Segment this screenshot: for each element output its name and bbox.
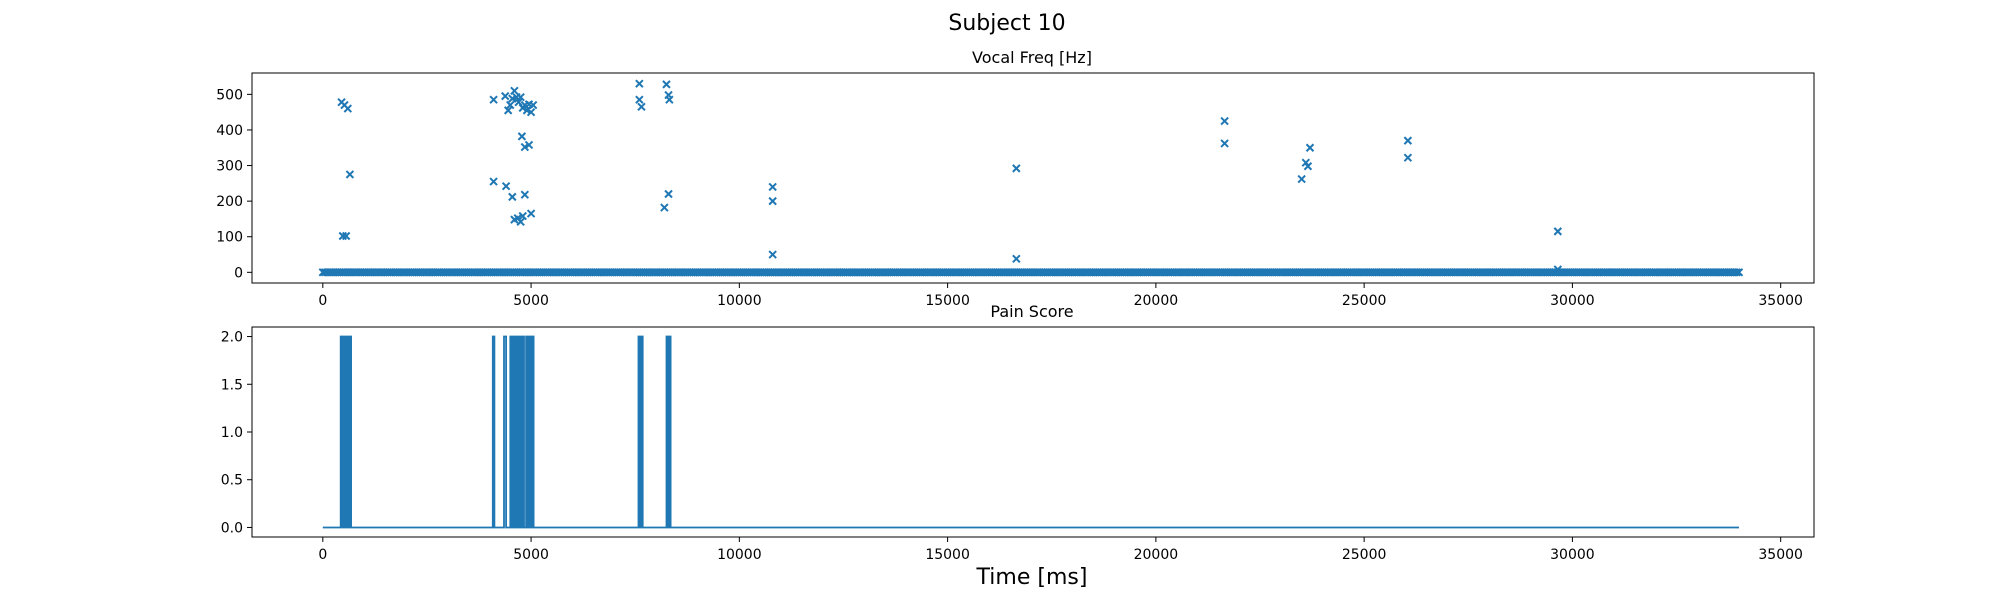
data-point	[526, 209, 536, 218]
x-tick-label: 10000	[717, 547, 762, 563]
data-point	[514, 97, 523, 107]
data-point	[1553, 227, 1563, 236]
data-point	[489, 95, 498, 104]
y-tick-label: 500	[216, 87, 243, 103]
vocal-freq-zero-markers	[318, 268, 1744, 277]
data-point	[665, 95, 674, 104]
x-tick-label: 25000	[1342, 293, 1387, 309]
data-point	[345, 170, 355, 179]
data-point	[1220, 116, 1229, 126]
pain-score-panel: Pain Score 0 5000 10000 15000 20000 25000 3000…	[221, 302, 1815, 563]
x-tick-label: 35000	[1758, 547, 1803, 563]
data-point	[1303, 162, 1313, 171]
x-tick-label: 20000	[1134, 293, 1179, 309]
vocal-freq-x-ticks: 0 5000 10000 15000 20000 25000 30000 35000	[318, 283, 1803, 309]
y-tick-label: 0.5	[221, 473, 243, 489]
data-point	[508, 192, 517, 202]
y-tick-label: 1.5	[221, 377, 243, 393]
vocal-freq-y-ticks: 0 100 200 300 400 500	[216, 87, 252, 281]
data-point	[1220, 139, 1229, 148]
data-point	[506, 100, 515, 110]
data-point	[501, 91, 510, 101]
x-tick-label: 20000	[1134, 547, 1179, 563]
x-tick-label: 15000	[925, 293, 970, 309]
data-point	[1403, 153, 1413, 162]
data-point	[524, 140, 534, 150]
data-point	[516, 217, 525, 226]
x-tick-label: 5000	[513, 293, 549, 309]
y-tick-label: 200	[216, 194, 243, 210]
data-point	[1012, 164, 1021, 173]
y-tick-label: 400	[216, 123, 243, 139]
data-point	[520, 142, 530, 152]
y-tick-label: 300	[216, 159, 243, 175]
data-point	[528, 100, 538, 110]
figure-title: Subject 10	[948, 11, 1065, 36]
data-point	[341, 231, 351, 241]
x-tick-label: 30000	[1550, 547, 1595, 563]
x-tick-label: 30000	[1550, 293, 1595, 309]
data-point	[662, 80, 671, 89]
data-point	[516, 92, 525, 102]
y-tick-label: 100	[216, 230, 243, 246]
x-tick-label: 25000	[1342, 547, 1387, 563]
vocal-freq-panel: Vocal Freq [Hz] 0 5000 10000 15000 20000 2500…	[216, 48, 1815, 309]
data-point	[768, 196, 777, 206]
x-tick-label: 0	[318, 293, 327, 309]
data-point	[768, 182, 777, 192]
x-tick-label: 35000	[1758, 293, 1803, 309]
data-point	[489, 177, 498, 186]
data-point	[501, 181, 511, 191]
pain-score-y-ticks: 0.0 0.5 1.0 1.5 2.0	[221, 330, 252, 536]
x-tick-label: 10000	[717, 293, 762, 309]
data-point	[660, 203, 669, 212]
vocal-freq-title: Vocal Freq [Hz]	[972, 48, 1092, 67]
y-tick-label: 2.0	[221, 330, 243, 346]
data-point	[518, 211, 527, 221]
y-tick-label: 0.0	[221, 520, 243, 536]
x-tick-label: 5000	[513, 547, 549, 563]
data-point	[1297, 174, 1306, 184]
x-axis-label: Time [ms]	[976, 565, 1088, 590]
data-point	[1553, 265, 1563, 274]
data-point	[768, 250, 777, 259]
data-point	[510, 86, 519, 96]
pain-score-axes-frame	[251, 326, 1815, 538]
data-point	[1305, 143, 1315, 152]
data-point	[520, 190, 530, 199]
data-point	[1403, 136, 1413, 145]
data-point	[526, 107, 536, 117]
data-point	[503, 106, 513, 115]
data-point	[343, 104, 353, 113]
y-tick-label: 1.0	[221, 425, 243, 441]
pain-score-x-ticks: 0 5000 10000 15000 20000 25000 30000 35000	[318, 537, 1803, 563]
x-tick-label: 0	[318, 547, 327, 563]
vocal-freq-axes-frame	[251, 72, 1815, 284]
y-tick-label: 0	[234, 265, 243, 281]
data-point	[635, 79, 644, 88]
pain-score-title: Pain Score	[990, 302, 1073, 321]
zero-value-markers	[318, 268, 1744, 277]
data-point	[1012, 254, 1021, 264]
data-point	[517, 132, 527, 141]
data-point	[637, 102, 646, 112]
x-tick-label: 15000	[925, 547, 970, 563]
data-point	[635, 95, 644, 104]
vocal-freq-points	[337, 79, 1563, 274]
pain-score-line	[322, 335, 1739, 529]
data-point	[664, 189, 673, 199]
